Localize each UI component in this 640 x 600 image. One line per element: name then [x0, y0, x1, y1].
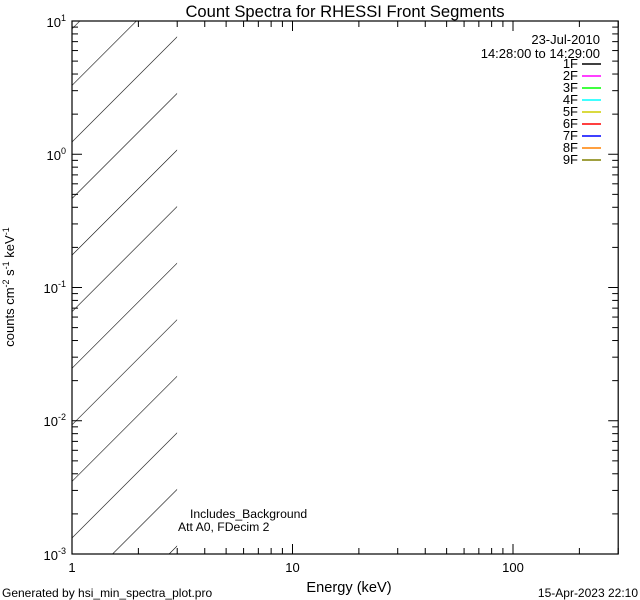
svg-text:Count Spectra for RHESSI Front: Count Spectra for RHESSI Front Segments: [185, 2, 504, 21]
svg-text:Att A0, FDecim 2: Att A0, FDecim 2: [178, 520, 270, 534]
svg-text:9F: 9F: [563, 152, 578, 167]
svg-text:100: 100: [502, 560, 524, 575]
svg-text:15-Apr-2023 22:10: 15-Apr-2023 22:10: [538, 586, 638, 600]
svg-text:Generated by hsi_min_spectra_p: Generated by hsi_min_spectra_plot.pro: [2, 586, 212, 600]
svg-text:10: 10: [285, 560, 299, 575]
svg-text:23-Jul-2010: 23-Jul-2010: [531, 32, 600, 47]
svg-text:Includes_Background: Includes_Background: [190, 507, 307, 521]
svg-text:1: 1: [68, 560, 75, 575]
svg-text:14:28:00 to 14:29:00: 14:28:00 to 14:29:00: [481, 46, 600, 61]
svg-text:Energy (keV): Energy (keV): [306, 580, 391, 596]
